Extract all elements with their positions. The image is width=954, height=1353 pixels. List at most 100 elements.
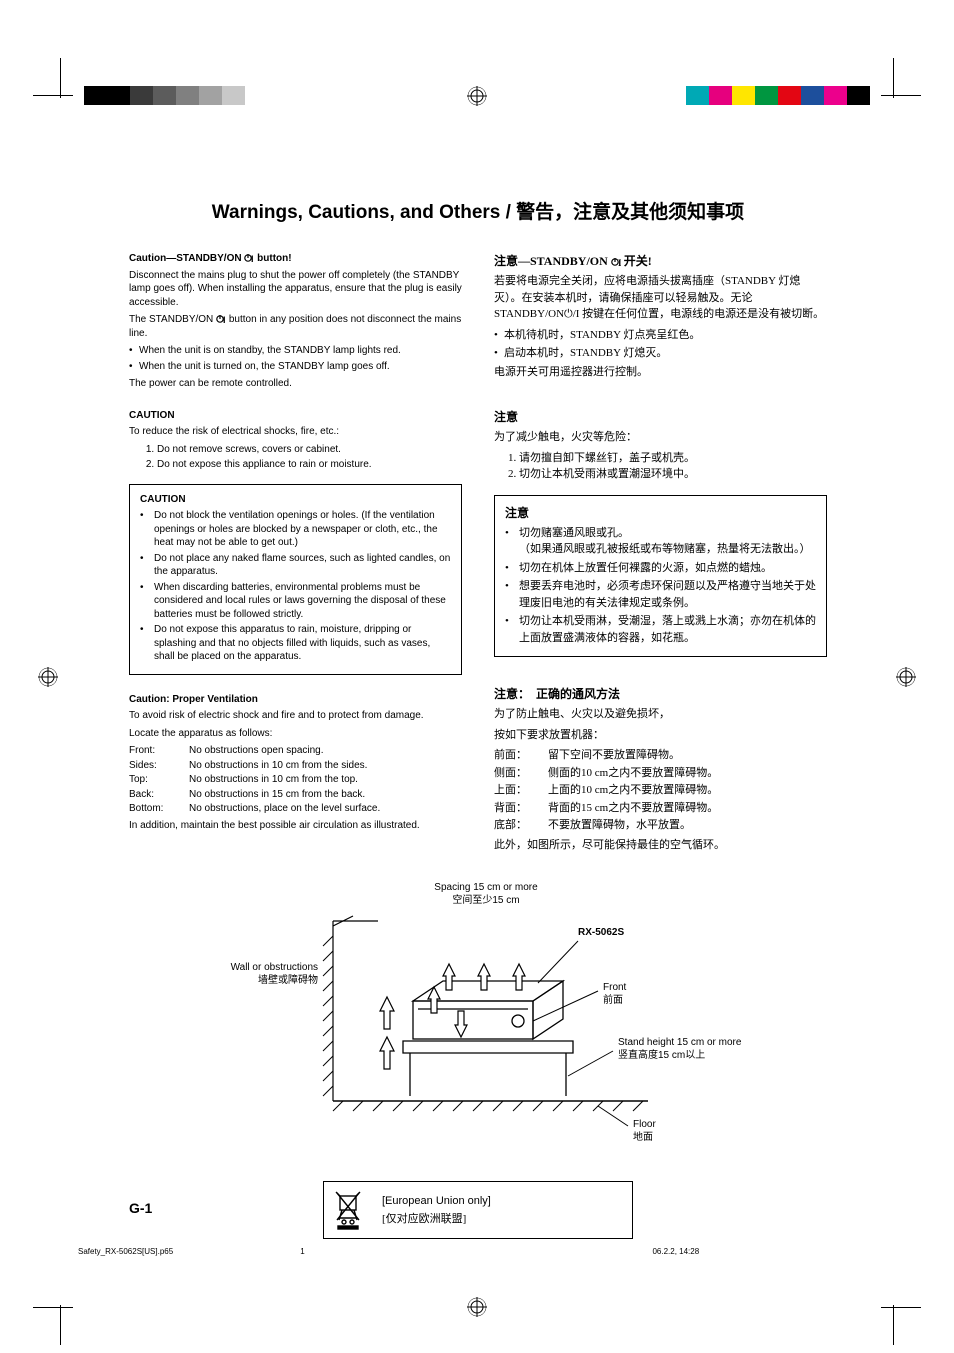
- column-chinese: 注意—STANDBY/ON I 开关! 若要将电源完全关闭，应将电源插头拔离插座…: [494, 252, 827, 857]
- caution-box: CAUTION Do not block the ventilation ope…: [129, 484, 462, 675]
- caution-box-cn: 注意 切勿赌塞通风眼或孔。（如果通风眼或孔被报纸或布等物赌塞，热量将无法散出。）…: [494, 495, 827, 658]
- text: button!: [254, 253, 291, 264]
- label-wall: Wall or obstructions 墙壁或障碍物: [198, 961, 318, 987]
- text: 注意—STANDBY/ON: [494, 254, 611, 268]
- bullet-list: Do not block the ventilation openings or…: [140, 509, 451, 664]
- eu-notice-box: [European Union only] [仅对应欧洲联盟]: [323, 1181, 633, 1239]
- label-floor: Floor 地面: [633, 1118, 656, 1144]
- paragraph: The STANDBY/ON I button in any position …: [129, 313, 462, 340]
- list-item: 本机待机时，STANDBY 灯点亮呈红色。: [494, 327, 827, 344]
- paragraph: 若要将电源完全关闭，应将电源插头拔离插座（STANDBY 灯熄灭）。在安装本机时…: [494, 273, 827, 323]
- bullet-list: 切勿赌塞通风眼或孔。（如果通风眼或孔被报纸或布等物赌塞，热量将无法散出。） 切勿…: [505, 525, 816, 647]
- text: 墙壁或障碍物: [198, 974, 318, 987]
- crop-mark: [893, 58, 894, 98]
- value: 侧面的10 cm之内不要放置障碍物。: [548, 765, 718, 782]
- paragraph: 电源开关可用遥控器进行控制。: [494, 364, 827, 381]
- crop-mark: [33, 1307, 73, 1308]
- text: 开关!: [621, 254, 652, 268]
- page-title: Warnings, Cautions, and Others / 警告，注意及其…: [129, 197, 827, 224]
- value: No obstructions, place on the level surf…: [189, 802, 380, 816]
- value: No obstructions in 15 cm from the back.: [189, 788, 365, 802]
- label: Top:: [129, 773, 189, 787]
- color-swatch: [153, 86, 176, 105]
- paragraph: In addition, maintain the best possible …: [129, 819, 462, 833]
- color-bar-left: [84, 86, 245, 105]
- text: Wall or obstructions: [198, 961, 318, 974]
- footer-page: 1: [300, 1247, 520, 1256]
- table-row: Back:No obstructions in 15 cm from the b…: [129, 788, 462, 802]
- label: 底部：: [494, 817, 548, 834]
- crop-mark: [33, 95, 73, 96]
- text: Floor: [633, 1118, 656, 1131]
- color-swatch: [755, 86, 778, 105]
- color-swatch: [686, 86, 709, 105]
- ventilation-diagram: Spacing 15 cm or more 空间至少15 cm RX-5062S…: [178, 881, 778, 1161]
- text: （如果通风眼或孔被报纸或布等物赌塞，热量将无法散出。）: [519, 543, 811, 555]
- color-swatch: [84, 86, 107, 105]
- list-item: 想要丢弃电池时，必须考虑环保问题以及严格遵守当地关于处理废旧电池的有关法律规定或…: [505, 578, 816, 611]
- bullet-list: 本机待机时，STANDBY 灯点亮呈红色。 启动本机时，STANDBY 灯熄灭。: [494, 327, 827, 362]
- caution-standby-heading-cn: 注意—STANDBY/ON I 开关!: [494, 252, 827, 270]
- label: Back:: [129, 788, 189, 802]
- list-item: 1. 请勿擅自卸下螺丝钉，盖子或机壳。: [508, 450, 827, 467]
- list-item: 切勿赌塞通风眼或孔。（如果通风眼或孔被报纸或布等物赌塞，热量将无法散出。）: [505, 525, 816, 558]
- paragraph: 此外，如图所示，尽可能保持最佳的空气循环。: [494, 837, 827, 854]
- weee-icon: [334, 1190, 362, 1230]
- list-item: When the unit is on standby, the STANDBY…: [129, 344, 462, 358]
- color-swatch: [130, 86, 153, 105]
- label: Sides:: [129, 759, 189, 773]
- ventilation-heading-cn: 注意： 正确的通风方法: [494, 685, 827, 703]
- list-item: 2. 切勿让本机受雨淋或置潮湿环境中。: [508, 466, 827, 483]
- table-row: 背面：背面的15 cm之内不要放置障碍物。: [494, 800, 827, 817]
- label-spacing: Spacing 15 cm or more 空间至少15 cm: [426, 881, 546, 907]
- registration-mark: [896, 667, 916, 687]
- ventilation-table: Front:No obstructions open spacing.Sides…: [129, 744, 462, 816]
- column-english: Caution—STANDBY/ON I button! Disconnect …: [129, 252, 462, 857]
- list-item: Do not place any naked flame sources, su…: [140, 552, 451, 579]
- table-row: Front:No obstructions open spacing.: [129, 744, 462, 758]
- ventilation-table-cn: 前面：留下空间不要放置障碍物。侧面：侧面的10 cm之内不要放置障碍物。上面：上…: [494, 747, 827, 834]
- value: 留下空间不要放置障碍物。: [548, 747, 680, 764]
- table-row: 侧面：侧面的10 cm之内不要放置障碍物。: [494, 765, 827, 782]
- registration-mark: [467, 1297, 487, 1317]
- power-icon: I: [244, 253, 254, 263]
- paragraph: 按如下要求放置机器：: [494, 727, 827, 744]
- registration-mark: [38, 667, 58, 687]
- text: [European Union only]: [382, 1193, 491, 1211]
- power-icon: I: [216, 314, 226, 324]
- diagram-svg: [178, 881, 778, 1161]
- text: Stand height 15 cm or more: [618, 1036, 741, 1049]
- color-swatch: [778, 86, 801, 105]
- box-heading: CAUTION: [140, 493, 451, 507]
- paragraph: The power can be remote controlled.: [129, 377, 462, 391]
- text: Spacing 15 cm or more: [426, 881, 546, 894]
- box-heading-cn: 注意: [505, 504, 816, 522]
- crop-mark: [881, 95, 921, 96]
- crop-mark: [881, 1307, 921, 1308]
- crop-mark: [60, 58, 61, 98]
- power-icon: I: [611, 257, 621, 267]
- label-model: RX-5062S: [578, 926, 624, 939]
- crop-mark: [893, 1305, 894, 1345]
- value: 背面的15 cm之内不要放置障碍物。: [548, 800, 718, 817]
- text: 空间至少15 cm: [426, 894, 546, 907]
- label: 侧面：: [494, 765, 548, 782]
- ventilation-heading: Caution: Proper Ventilation: [129, 693, 462, 707]
- list-item: When discarding batteries, environmental…: [140, 581, 451, 622]
- text: The STANDBY/ON: [129, 314, 216, 325]
- color-swatch: [709, 86, 732, 105]
- color-swatch: [824, 86, 847, 105]
- label: Front:: [129, 744, 189, 758]
- color-swatch: [199, 86, 222, 105]
- footer-filename: Safety_RX-5062S[US].p65: [78, 1247, 298, 1256]
- value: No obstructions open spacing.: [189, 744, 324, 758]
- bullet-list: When the unit is on standby, the STANDBY…: [129, 344, 462, 373]
- numbered-list: Do not remove screws, covers or cabinet.…: [129, 443, 462, 472]
- label-front: Front 前面: [603, 981, 626, 1007]
- label-stand: Stand height 15 cm or more 竖直高度15 cm以上: [618, 1036, 741, 1062]
- label: 前面：: [494, 747, 548, 764]
- color-swatch: [222, 86, 245, 105]
- value: No obstructions in 10 cm from the top.: [189, 773, 358, 787]
- text: [仅对应欧洲联盟]: [382, 1211, 491, 1228]
- list-item: 切勿在机体上放置任何裸露的火源，如点燃的蜡烛。: [505, 560, 816, 577]
